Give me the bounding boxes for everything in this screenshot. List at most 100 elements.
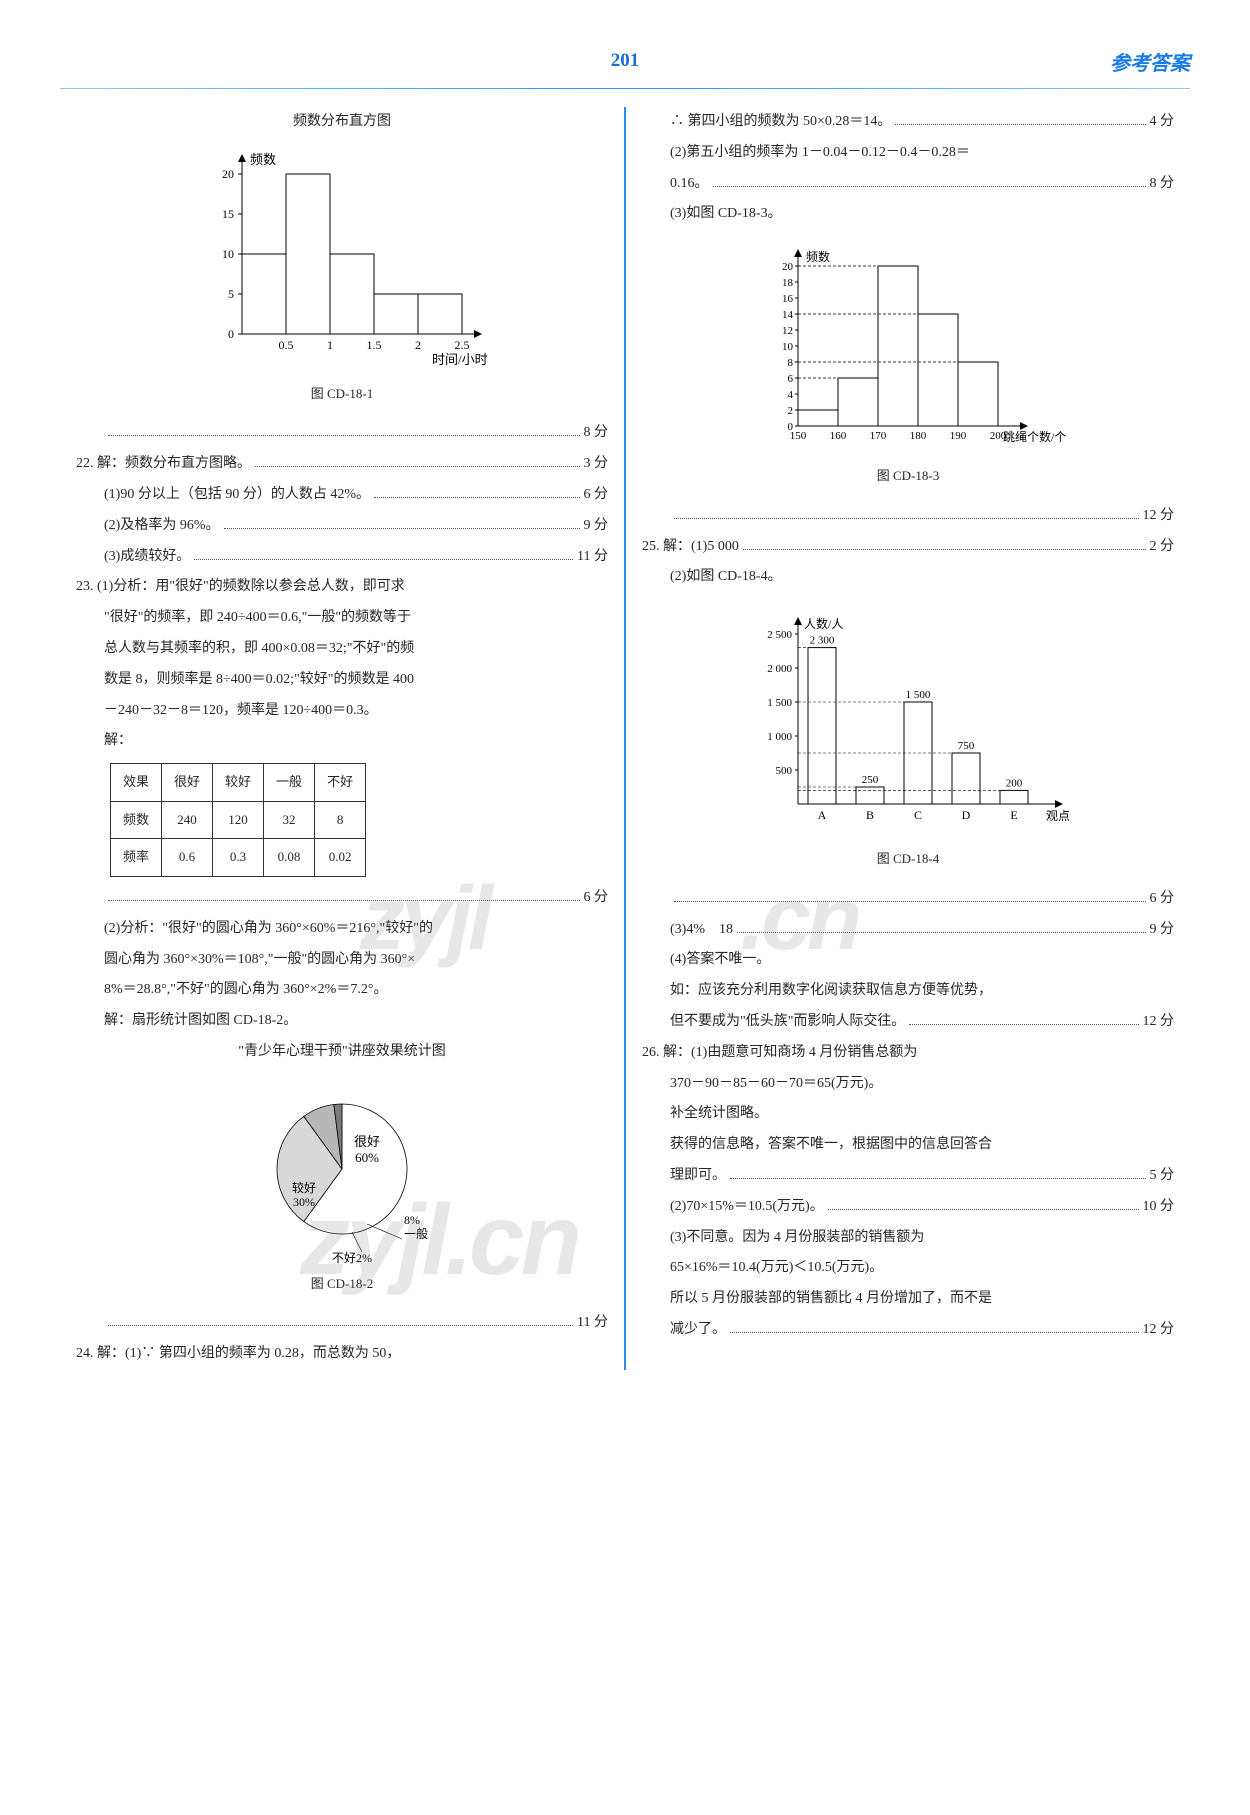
svg-text:很好: 很好 xyxy=(354,1134,380,1149)
page: zyjl .cn zyjl.cn 201 参考答案 频数分布直方图 频数时间/小… xyxy=(60,40,1190,1370)
svg-text:2.5: 2.5 xyxy=(455,338,470,352)
q25-f: 但不要成为"低头族"而影响人际交往。12 分 xyxy=(642,1007,1174,1038)
svg-text:16: 16 xyxy=(782,293,794,305)
svg-text:15: 15 xyxy=(222,207,234,221)
q26-e: 理即可。5 分 xyxy=(642,1161,1174,1192)
pie-chart: 很好60%较好30%8%一般不好2% xyxy=(212,1074,472,1264)
svg-text:人数/人: 人数/人 xyxy=(804,616,843,631)
svg-text:14: 14 xyxy=(782,309,794,321)
svg-text:2 500: 2 500 xyxy=(767,629,792,641)
page-title: 参考答案 xyxy=(1110,42,1190,86)
q23-p8: 8%＝28.8°,"不好"的圆心角为 360°×2%＝7.2°。 xyxy=(76,975,608,1006)
q23-p3: 总人数与其频率的积，即 400×0.08＝32;"不好"的频 xyxy=(76,634,608,665)
q22-head: 22. 解：频数分布直方图略。3 分 xyxy=(76,449,608,480)
svg-text:频数: 频数 xyxy=(250,152,276,167)
svg-text:2 000: 2 000 xyxy=(767,663,792,675)
q26-h: 65×16%＝10.4(万元)＜10.5(万元)。 xyxy=(642,1253,1174,1284)
r1: ∴ 第四小组的频数为 50×0.28＝14。4 分 xyxy=(642,107,1174,138)
svg-text:4: 4 xyxy=(788,389,794,401)
svg-text:8%: 8% xyxy=(404,1213,420,1227)
page-header: 201 参考答案 xyxy=(60,40,1190,80)
svg-text:观点: 观点 xyxy=(1046,809,1070,823)
svg-text:1: 1 xyxy=(327,338,333,352)
svg-text:10: 10 xyxy=(222,247,234,261)
svg-text:0: 0 xyxy=(228,327,234,341)
q26-j: 减少了。12 分 xyxy=(642,1315,1174,1346)
svg-text:160: 160 xyxy=(830,430,847,442)
svg-text:200: 200 xyxy=(1006,778,1023,790)
svg-text:A: A xyxy=(818,808,827,822)
svg-text:频数: 频数 xyxy=(806,249,830,264)
svg-text:500: 500 xyxy=(776,765,793,777)
svg-text:较好: 较好 xyxy=(292,1180,316,1195)
q26-f: (2)70×15%＝10.5(万元)。10 分 xyxy=(642,1192,1174,1223)
q26-c: 补全统计图略。 xyxy=(642,1099,1174,1130)
svg-text:60%: 60% xyxy=(355,1150,379,1165)
q24: 24. 解：(1)∵ 第四小组的频率为 0.28，而总数为 50， xyxy=(76,1339,608,1370)
left-column: 频数分布直方图 频数时间/小时051015200.511.522.5 图 CD-… xyxy=(60,107,624,1370)
svg-text:1.5: 1.5 xyxy=(367,338,382,352)
q26-d: 获得的信息略，答案不唯一，根据图中的信息回答合 xyxy=(642,1130,1174,1161)
svg-text:5: 5 xyxy=(228,287,234,301)
chart4-caption: 图 CD-18-4 xyxy=(642,845,1174,874)
q23-p2: "很好"的频率，即 240÷400＝0.6,"一般"的频数等于 xyxy=(76,603,608,634)
svg-text:20: 20 xyxy=(222,167,234,181)
svg-text:1 500: 1 500 xyxy=(906,689,931,701)
svg-text:250: 250 xyxy=(862,774,879,786)
c4-score: 6 分 xyxy=(642,884,1174,915)
svg-text:2: 2 xyxy=(788,405,794,417)
chart3-caption: 图 CD-18-3 xyxy=(642,462,1174,491)
svg-text:不好2%: 不好2% xyxy=(332,1251,372,1264)
svg-text:时间/小时: 时间/小时 xyxy=(432,352,488,367)
svg-text:1 000: 1 000 xyxy=(767,731,792,743)
q22-c: (3)成绩较好。11 分 xyxy=(76,542,608,573)
r3: 0.16。8 分 xyxy=(642,169,1174,200)
two-column-layout: 频数分布直方图 频数时间/小时051015200.511.522.5 图 CD-… xyxy=(60,107,1190,1370)
svg-text:200: 200 xyxy=(990,430,1007,442)
svg-text:10: 10 xyxy=(782,341,794,353)
histogram-chart-1: 频数时间/小时 0 5 10 15 20 0.5 1 1.5 2 2.5 xyxy=(172,144,512,374)
svg-text:12: 12 xyxy=(782,325,793,337)
q23-table-score: 6 分 xyxy=(76,883,608,914)
svg-text:E: E xyxy=(1010,808,1017,822)
q23-p4: 数是 8，则频率是 8÷400＝0.02;"较好"的频数是 400 xyxy=(76,665,608,696)
svg-text:18: 18 xyxy=(782,277,794,289)
svg-text:150: 150 xyxy=(790,430,807,442)
pie-caption: 图 CD-18-2 xyxy=(76,1270,608,1299)
score-line: 8 分 xyxy=(76,418,608,449)
q23-p5: －240－32－8＝120，频率是 120÷400＝0.3。 xyxy=(76,696,608,727)
page-number: 201 xyxy=(611,50,640,71)
bar-chart-4: 人数/人观点5001 0001 5002 0002 5002 300A250B1… xyxy=(728,599,1088,839)
q23-p6: (2)分析："很好"的圆心角为 360°×60%＝216°,"较好"的 xyxy=(76,914,608,945)
q25-d: (4)答案不唯一。 xyxy=(642,945,1174,976)
svg-text:30%: 30% xyxy=(293,1195,315,1209)
svg-text:20: 20 xyxy=(782,261,794,273)
q25-b: (2)如图 CD-18-4。 xyxy=(642,562,1174,593)
q26-g: (3)不同意。因为 4 月份服装部的销售额为 xyxy=(642,1223,1174,1254)
svg-text:1 500: 1 500 xyxy=(767,697,792,709)
svg-text:170: 170 xyxy=(870,430,887,442)
q25-e: 如：应该充分利用数字化阅读获取信息方便等优势， xyxy=(642,976,1174,1007)
chart1-caption: 图 CD-18-1 xyxy=(76,380,608,409)
svg-text:跳绳个数/个: 跳绳个数/个 xyxy=(1003,429,1066,444)
q23-p9: 解：扇形统计图如图 CD-18-2。 xyxy=(76,1006,608,1037)
r4: (3)如图 CD-18-3。 xyxy=(642,199,1174,230)
q26-b: 370－90－85－60－70＝65(万元)。 xyxy=(642,1069,1174,1100)
svg-text:6: 6 xyxy=(788,373,794,385)
svg-text:2 300: 2 300 xyxy=(810,635,835,647)
histogram-chart-3: 频数跳绳个数/个02468101214161820150160170180190… xyxy=(738,236,1078,456)
q23-table: 效果很好较好一般不好 频数240120328 频率0.60.30.080.02 xyxy=(110,763,366,877)
q22-b: (2)及格率为 96%。9 分 xyxy=(76,511,608,542)
svg-text:190: 190 xyxy=(950,430,967,442)
q26-i: 所以 5 月份服装部的销售额比 4 月份增加了，而不是 xyxy=(642,1284,1174,1315)
svg-text:2: 2 xyxy=(415,338,421,352)
q23-solve: 解： xyxy=(76,726,608,757)
svg-text:0.5: 0.5 xyxy=(279,338,294,352)
svg-text:180: 180 xyxy=(910,430,927,442)
q23-p7: 圆心角为 360°×30%＝108°,"一般"的圆心角为 360°× xyxy=(76,945,608,976)
r2: (2)第五小组的频率为 1－0.04－0.12－0.4－0.28＝ xyxy=(642,138,1174,169)
q26-a: 26. 解：(1)由题意可知商场 4 月份销售总额为 xyxy=(642,1038,1174,1069)
svg-text:750: 750 xyxy=(958,740,975,752)
q23-pie-score: 11 分 xyxy=(76,1308,608,1339)
q25-c: (3)4% 189 分 xyxy=(642,915,1174,946)
